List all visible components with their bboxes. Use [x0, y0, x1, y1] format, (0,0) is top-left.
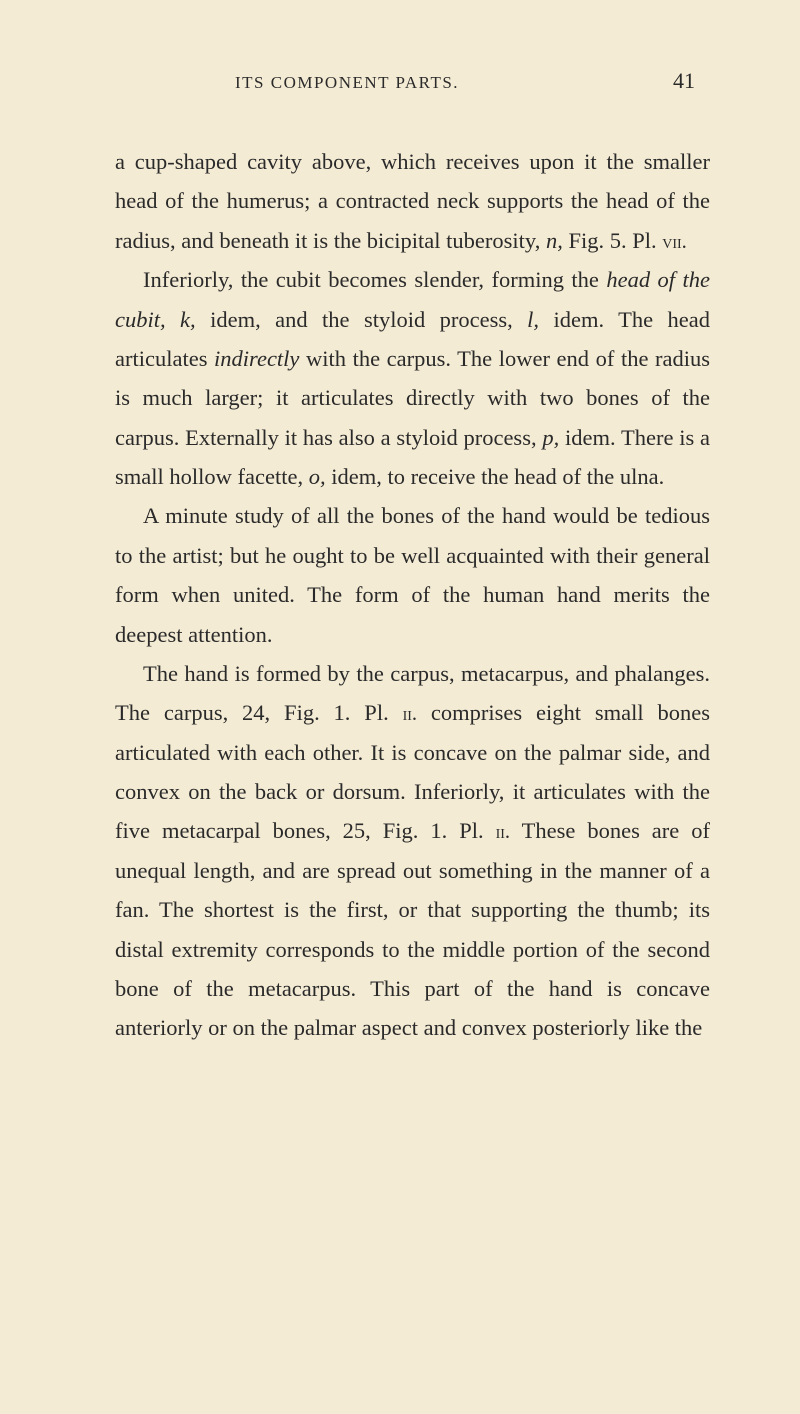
page-number: 41: [673, 68, 695, 94]
text-segment: l,: [527, 307, 539, 332]
text-segment: A minute study of all the bones of the h…: [115, 503, 710, 646]
text-segment: n,: [546, 228, 563, 253]
text-segment: These bones are of unequal length, and a…: [115, 818, 710, 1040]
text-segment: idem, to receive the head of the ulna.: [326, 464, 665, 489]
text-segment: Inferiorly, the cubit becomes slender, f…: [143, 267, 606, 292]
text-segment: Fig. 5. Pl.: [563, 228, 662, 253]
text-segment: o,: [309, 464, 326, 489]
paragraph: a cup-shaped cavity above, which receive…: [115, 142, 710, 260]
text-segment: ii.: [496, 821, 511, 843]
text-segment: p,: [542, 425, 559, 450]
running-head: ITS COMPONENT PARTS.: [235, 73, 459, 93]
paragraph: The hand is formed by the carpus, metaca…: [115, 654, 710, 1048]
text-segment: ii.: [403, 703, 418, 725]
text-segment: vii.: [662, 231, 687, 253]
paragraph: Inferiorly, the cubit becomes slender, f…: [115, 260, 710, 496]
text-segment: idem, and the styloid process,: [196, 307, 528, 332]
paragraph: A minute study of all the bones of the h…: [115, 496, 710, 654]
text-segment: indirectly: [214, 346, 299, 371]
body-text: a cup-shaped cavity above, which receive…: [115, 142, 710, 1048]
page-header: ITS COMPONENT PARTS. 41: [115, 68, 710, 94]
